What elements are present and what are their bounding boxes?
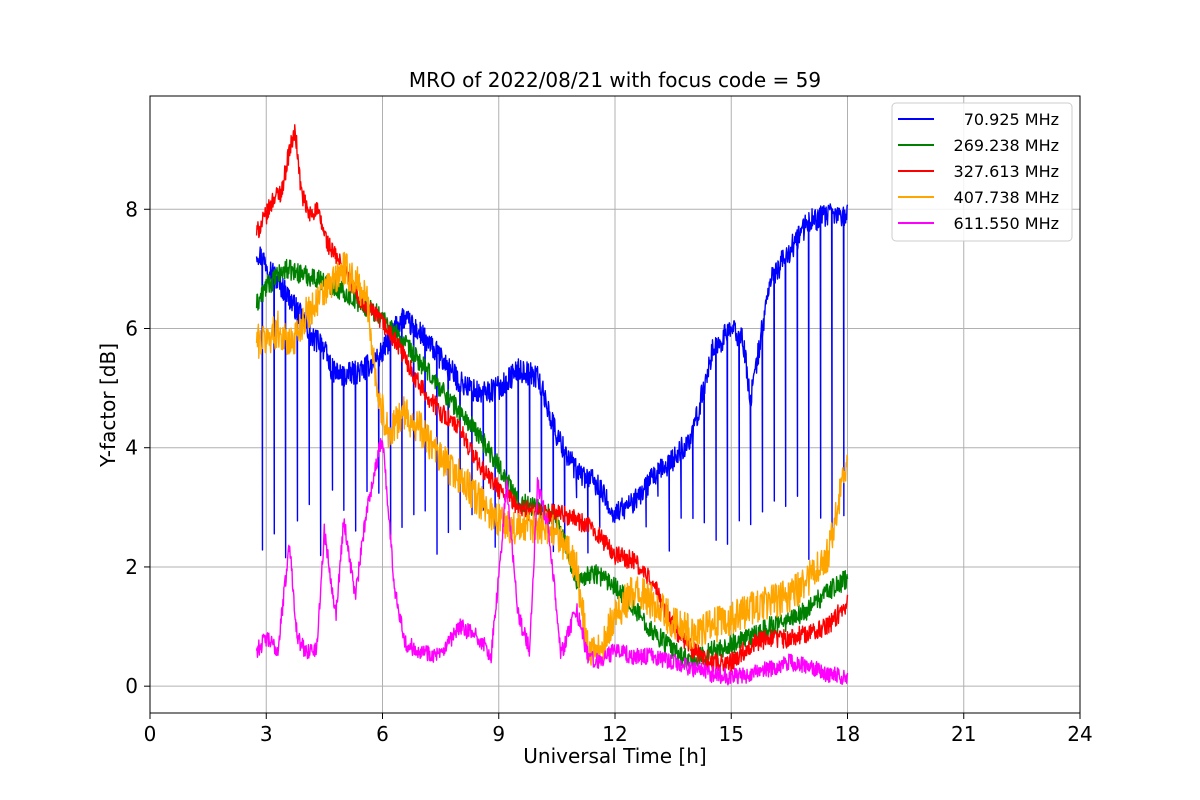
series-line-4: [255, 438, 849, 686]
series-line-2: [255, 124, 849, 673]
y-tick-label: 6: [125, 316, 138, 340]
x-tick-label: 0: [144, 722, 157, 746]
x-tick-label: 3: [260, 722, 273, 746]
chart-title: MRO of 2022/08/21 with focus code = 59: [409, 68, 821, 92]
legend-entry-label: 70.925 MHz: [964, 110, 1059, 129]
x-tick-label: 12: [602, 722, 627, 746]
y-tick-label: 0: [125, 674, 138, 698]
x-tick-label: 9: [492, 722, 505, 746]
legend-entry-label: 269.238 MHz: [954, 136, 1059, 155]
x-tick-label: 18: [835, 722, 860, 746]
legend-entry-label: 327.613 MHz: [954, 162, 1059, 181]
x-tick-label: 21: [951, 722, 976, 746]
x-tick-label: 6: [376, 722, 389, 746]
x-tick-label: 15: [719, 722, 744, 746]
legend-entry-label: 611.550 MHz: [954, 214, 1059, 233]
x-axis-label: Universal Time [h]: [523, 744, 706, 768]
y-tick-label: 8: [125, 197, 138, 221]
plot-series: [255, 124, 849, 686]
legend: 70.925 MHz 269.238 MHz 327.613 MHz 407.738 …: [891, 102, 1073, 242]
y-axis-label: Y-factor [dB]: [96, 343, 120, 468]
legend-box: [891, 102, 1073, 242]
series-line-1: [255, 258, 849, 670]
x-tick-label: 24: [1067, 722, 1092, 746]
series-line-0: [255, 203, 849, 561]
y-tick-label: 2: [125, 555, 138, 579]
legend-entry-label: 407.738 MHz: [954, 188, 1059, 207]
y-tick-label: 4: [125, 436, 138, 460]
series-line-3: [255, 251, 849, 666]
